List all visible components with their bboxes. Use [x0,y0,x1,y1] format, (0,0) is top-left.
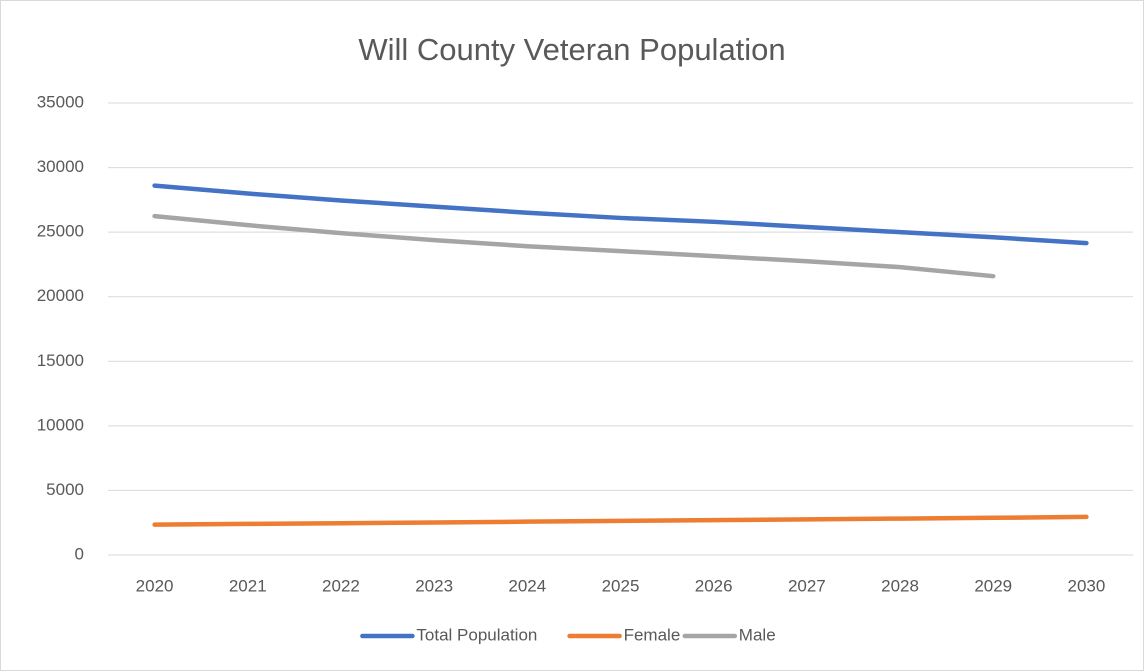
legend-label: Female [624,625,681,644]
y-tick-label: 15000 [37,351,84,370]
x-tick-label: 2029 [974,576,1012,595]
y-tick-label: 35000 [37,92,84,111]
chart-title: Will County Veteran Population [358,32,785,67]
x-tick-label: 2025 [602,576,640,595]
y-tick-label: 5000 [46,480,84,499]
x-tick-label: 2023 [415,576,453,595]
series-line [152,514,1089,527]
y-tick-label: 30000 [37,157,84,176]
legend-label: Total Population [416,625,537,644]
x-tick-label: 2026 [695,576,733,595]
series-line [152,183,1089,246]
x-tick-label: 2028 [881,576,919,595]
y-tick-label: 10000 [37,415,84,434]
y-tick-label: 20000 [37,286,84,305]
x-tick-label: 2022 [322,576,360,595]
x-tick-label: 2021 [229,576,267,595]
x-tick-label: 2020 [136,576,174,595]
x-tick-label: 2027 [788,576,826,595]
series-line [152,213,996,279]
y-tick-label: 25000 [37,222,84,241]
y-tick-label: 0 [75,544,84,563]
x-tick-label: 2030 [1067,576,1105,595]
x-tick-label: 2024 [508,576,546,595]
legend-label: Male [739,625,776,644]
